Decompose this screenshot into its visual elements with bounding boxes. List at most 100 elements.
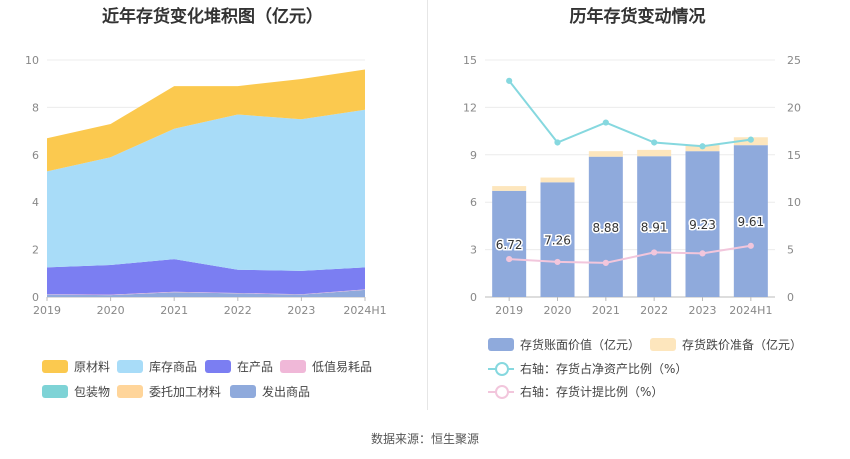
legend-swatch bbox=[280, 360, 306, 373]
y2-tick-label: 25 bbox=[787, 54, 801, 67]
y-tick-label: 6 bbox=[32, 149, 39, 162]
legend-swatch bbox=[650, 338, 676, 351]
legend-swatch bbox=[488, 362, 514, 376]
legend-label: 右轴：存货计提比例（%） bbox=[520, 385, 664, 399]
bar-存货跌价准备（亿元） bbox=[637, 149, 672, 157]
line-point bbox=[699, 143, 706, 150]
legend-item[interactable]: 库存商品 bbox=[117, 358, 197, 375]
right-chart-title: 历年存货变动情况 bbox=[569, 7, 706, 27]
y-tick-label: 2 bbox=[32, 244, 39, 257]
legend-swatch bbox=[488, 338, 514, 351]
legend-item[interactable]: 右轴：存货计提比例（%） bbox=[488, 383, 663, 400]
legend-item[interactable]: 在产品 bbox=[205, 358, 273, 375]
legend-label: 原材料 bbox=[74, 360, 111, 374]
y2-tick-label: 5 bbox=[787, 244, 794, 257]
line-point bbox=[602, 119, 609, 126]
y-tick-label: 8 bbox=[32, 101, 39, 114]
y-tick-label: 0 bbox=[32, 291, 39, 304]
legend-swatch bbox=[117, 385, 143, 398]
bar-存货跌价准备（亿元） bbox=[588, 151, 623, 157]
bar-存货账面价值（亿元） bbox=[685, 151, 720, 297]
y-tick-label: 9 bbox=[470, 149, 477, 162]
bar-存货账面价值（亿元） bbox=[733, 145, 768, 297]
y2-tick-label: 10 bbox=[787, 196, 801, 209]
x-tick-label: 2022 bbox=[640, 304, 668, 317]
line-point bbox=[506, 255, 513, 263]
line-point bbox=[602, 259, 609, 266]
area-低值易耗品 bbox=[47, 289, 365, 296]
legend-swatch bbox=[42, 385, 68, 398]
legend-item[interactable]: 存货跌价准备（亿元） bbox=[650, 336, 802, 353]
line-point bbox=[747, 242, 754, 249]
area-发出商品 bbox=[47, 289, 365, 297]
y2-tick-label: 20 bbox=[787, 101, 801, 114]
legend-swatch bbox=[42, 360, 68, 373]
legend-item[interactable]: 存货账面价值（亿元） bbox=[488, 336, 640, 353]
bar-value-label: 8.88 bbox=[592, 221, 619, 235]
legend-label: 库存商品 bbox=[149, 360, 198, 374]
line-右轴：存货占净资产比例（%） bbox=[508, 80, 751, 148]
line-point bbox=[506, 77, 513, 84]
bar-value-label: 7.26 bbox=[544, 234, 571, 248]
panel-divider bbox=[427, 0, 428, 410]
legend-label: 低值易耗品 bbox=[312, 360, 373, 374]
line-右轴：存货计提比例（%） bbox=[509, 244, 751, 264]
bar-存货账面价值（亿元） bbox=[540, 182, 575, 297]
legend-label: 委托加工材料 bbox=[149, 385, 222, 399]
bar-存货账面价值（亿元） bbox=[492, 190, 527, 297]
line-point bbox=[554, 258, 561, 266]
legend-item[interactable]: 委托加工材料 bbox=[117, 383, 221, 400]
legend-item[interactable]: 发出商品 bbox=[230, 383, 310, 400]
x-tick-label: 2024H1 bbox=[343, 304, 386, 317]
x-tick-label: 2021 bbox=[160, 304, 188, 317]
legend-label: 包装物 bbox=[74, 385, 111, 399]
legend-label: 发出商品 bbox=[262, 385, 311, 399]
left-chart-title: 近年存货变化堆积图（亿元） bbox=[102, 7, 323, 27]
y-tick-label: 4 bbox=[32, 196, 39, 209]
legend-label: 存货跌价准备（亿元） bbox=[682, 338, 803, 352]
y-tick-label: 12 bbox=[463, 101, 477, 114]
data-source: 数据来源：恒生聚源 bbox=[370, 432, 479, 446]
x-tick-label: 2022 bbox=[224, 304, 252, 317]
y-tick-label: 10 bbox=[25, 54, 39, 67]
stacked-area-chart: 0 2 4 6 8 10 2019 2020 2021 2022 2023 2024H1 bbox=[25, 54, 387, 317]
legend-item[interactable]: 右轴：存货占净资产比例（%） bbox=[488, 360, 687, 377]
bar-value-label: 9.23 bbox=[689, 218, 716, 232]
x-tick-label: 2021 bbox=[592, 304, 620, 317]
legend-swatch bbox=[230, 385, 256, 398]
bar-存货跌价准备（亿元） bbox=[540, 177, 575, 183]
legend-swatch bbox=[205, 360, 231, 373]
line-point bbox=[651, 139, 658, 146]
bar-存货账面价值（亿元） bbox=[588, 156, 623, 297]
x-tick-label: 2023 bbox=[287, 304, 315, 317]
x-tick-label: 2020 bbox=[97, 304, 125, 317]
bar-value-label: 6.72 bbox=[496, 238, 523, 252]
line-point bbox=[747, 136, 754, 143]
bar-存货账面价值（亿元） bbox=[637, 156, 672, 297]
area-原材料 bbox=[47, 69, 365, 172]
y-tick-label: 3 bbox=[470, 244, 477, 257]
line-point bbox=[554, 139, 561, 146]
legend-label: 右轴：存货占净资产比例（%） bbox=[520, 362, 688, 376]
y-tick-label: 6 bbox=[470, 196, 477, 209]
inventory-bar-line-chart: 0 3 6 9 12 15 0 5 10 15 20 25 2019 2020 2021 2022 2023 20… bbox=[463, 54, 801, 317]
area-在产品 bbox=[47, 259, 365, 295]
bar-value-label: 9.61 bbox=[737, 215, 764, 229]
bar-value-label: 8.91 bbox=[641, 221, 668, 235]
legend-label: 在产品 bbox=[237, 360, 274, 374]
x-tick-label: 2023 bbox=[689, 304, 717, 317]
legend-item[interactable]: 包装物 bbox=[42, 383, 110, 400]
legend-label: 存货账面价值（亿元） bbox=[520, 338, 641, 352]
legend-item[interactable]: 原材料 bbox=[42, 358, 110, 375]
y-tick-label: 15 bbox=[463, 54, 477, 67]
line-point bbox=[699, 250, 706, 257]
legend-item[interactable]: 低值易耗品 bbox=[280, 358, 372, 375]
line-point bbox=[651, 249, 658, 256]
x-tick-label: 2019 bbox=[495, 304, 523, 317]
x-tick-label: 2019 bbox=[33, 304, 61, 317]
legend-swatch bbox=[117, 360, 143, 373]
y-tick-label: 0 bbox=[470, 291, 477, 304]
y2-tick-label: 15 bbox=[787, 149, 801, 162]
bar-存货跌价准备（亿元） bbox=[492, 186, 527, 191]
legend-swatch bbox=[488, 385, 514, 399]
